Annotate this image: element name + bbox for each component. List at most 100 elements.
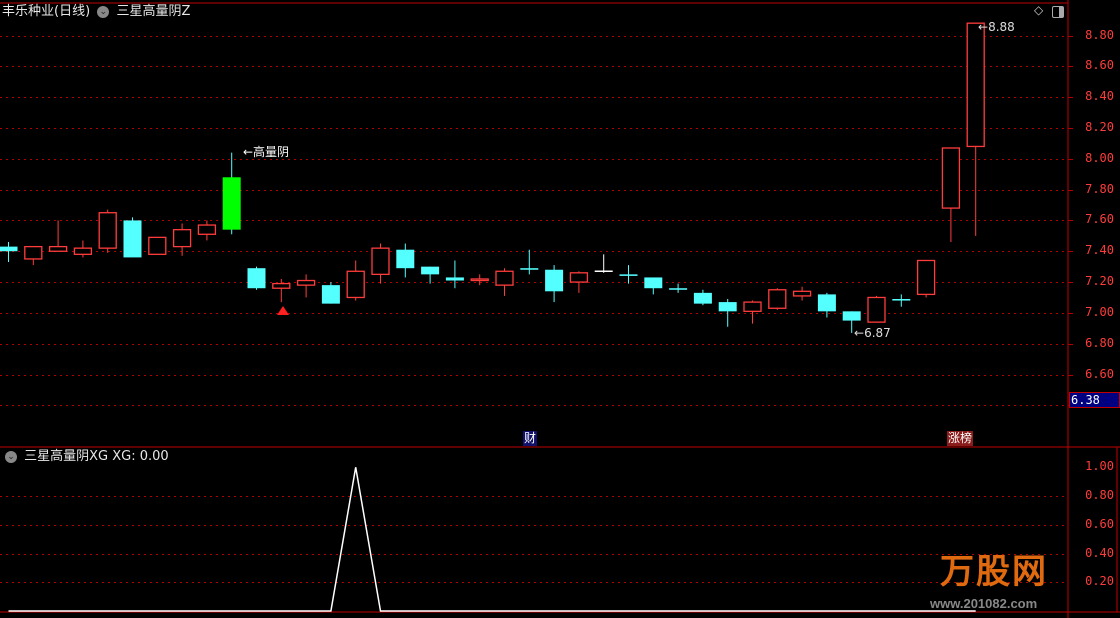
price-tick-label: 7.80 — [1085, 181, 1114, 196]
candle — [693, 289, 712, 306]
candle-body-down — [892, 299, 911, 301]
lower-panel-title[interactable]: 三星高量阴XG — [24, 449, 109, 464]
candle — [421, 266, 440, 284]
candle-body-down — [222, 177, 241, 230]
candle-body-up — [172, 229, 192, 248]
price-tick-label: 8.40 — [1085, 89, 1114, 104]
candle — [172, 223, 192, 256]
price-tick-label: 6.60 — [1085, 366, 1114, 381]
candle — [197, 220, 217, 241]
limit-up-list-tag[interactable]: 涨榜 — [947, 431, 974, 446]
candle — [123, 217, 142, 258]
price-tick-label: 7.20 — [1085, 274, 1114, 289]
finance-tag[interactable]: 财 — [523, 431, 538, 446]
indicator-tick-label: 0.40 — [1085, 545, 1114, 560]
candle — [495, 268, 514, 296]
price-tick-label: 6.80 — [1085, 335, 1114, 350]
chart-header: 丰乐种业(日线) ⌄ 三星高量阴Z — [2, 4, 190, 20]
indicator-name[interactable]: 三星高量阴Z — [116, 4, 191, 19]
stock-title: 丰乐种业(日线) — [2, 4, 91, 19]
xg-series-line — [8, 467, 976, 612]
chevron-down-circle-icon[interactable]: ⌄ — [5, 450, 17, 463]
candle — [619, 265, 638, 284]
candle — [966, 22, 985, 236]
high-price-label: ←8.88 — [978, 20, 1015, 34]
candle — [718, 299, 737, 327]
candle-body-down — [123, 220, 142, 258]
main-gridlines — [0, 36, 1073, 406]
price-tick-label: 8.20 — [1085, 119, 1114, 134]
candle — [445, 260, 464, 289]
candle — [222, 152, 241, 235]
xg-indicator-line — [8, 467, 976, 612]
candle-body-up — [73, 247, 93, 255]
candle — [48, 220, 68, 252]
candle — [296, 274, 316, 298]
candle — [24, 245, 43, 266]
price-tick-label: 8.00 — [1085, 150, 1114, 165]
candle — [520, 249, 539, 275]
candlesticks — [0, 22, 985, 333]
candle — [396, 243, 415, 278]
candle-body-down — [545, 269, 564, 292]
price-tick-label: 7.40 — [1085, 243, 1114, 258]
candle-body-down — [0, 246, 18, 252]
lower-panel-header: ⌄ 三星高量阴XG XG: 0.00 — [2, 449, 169, 465]
candle-body-up — [272, 282, 291, 289]
candle-body-down — [520, 268, 539, 270]
candle — [569, 271, 589, 293]
price-tick-label: 7.00 — [1085, 304, 1114, 319]
candle — [98, 209, 117, 253]
indicator-tick-label: 1.00 — [1085, 459, 1114, 474]
candle-body-up — [743, 301, 762, 312]
candle-body-down — [421, 266, 440, 275]
candle-body-down — [619, 274, 638, 276]
price-tick-label: 8.80 — [1085, 27, 1114, 42]
candle-body-up — [768, 289, 787, 309]
candle — [669, 283, 688, 293]
candle-body-down — [842, 311, 861, 321]
candle-body-up — [98, 212, 117, 249]
candle — [321, 282, 340, 304]
candle — [644, 277, 663, 295]
high-value: 8.88 — [988, 20, 1015, 34]
candle — [594, 254, 613, 273]
low-value: 6.87 — [864, 326, 891, 340]
candle-body-down — [669, 288, 688, 290]
candle — [867, 295, 886, 323]
candle-body-up — [569, 272, 589, 283]
candle-body-up — [792, 290, 812, 297]
candle-body-up — [495, 270, 514, 286]
watermark-url: www.201082.com — [930, 596, 1038, 611]
candle — [916, 259, 936, 298]
candle-body-up — [470, 278, 489, 282]
indicator-tick-label: 0.80 — [1085, 488, 1114, 502]
price-tick-label: 7.60 — [1085, 212, 1114, 227]
candle-body-up — [346, 270, 365, 299]
candle-body-down — [445, 277, 464, 281]
candle-body-down — [817, 294, 836, 312]
candle-body-up — [966, 22, 985, 148]
chevron-down-circle-icon[interactable]: ⌄ — [97, 5, 110, 18]
candle-body-up — [296, 279, 316, 286]
candle-body-down — [396, 249, 415, 269]
candle — [470, 274, 489, 286]
candle-body-down — [321, 285, 340, 304]
candle-body-up — [916, 259, 936, 296]
diamond-icon[interactable]: ◇ — [1034, 3, 1044, 17]
candle — [247, 266, 266, 290]
signal-label: ←高量阴 — [243, 145, 290, 159]
candle-body-up — [941, 147, 961, 209]
candle-body-down — [718, 302, 737, 312]
indicator-tick-label: 0.60 — [1085, 516, 1114, 531]
candle — [792, 286, 812, 301]
candle — [545, 265, 564, 303]
candle — [148, 236, 167, 255]
candle — [842, 311, 861, 333]
panel-toggle-icon[interactable] — [1052, 6, 1064, 18]
xg-value: XG: 0.00 — [112, 449, 169, 464]
candle — [272, 278, 291, 303]
candle — [941, 147, 961, 242]
candle — [892, 294, 911, 307]
